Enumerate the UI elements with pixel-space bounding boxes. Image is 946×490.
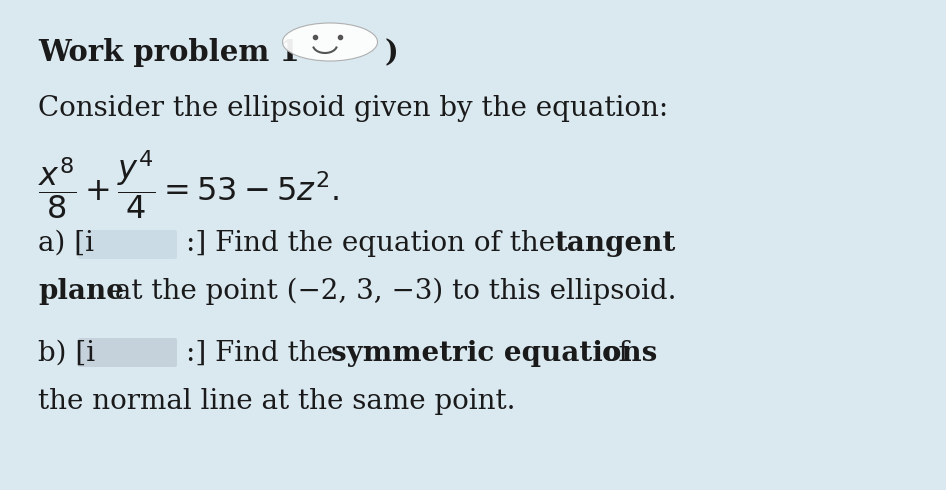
Text: ): ) [385,38,399,67]
Text: at the point (−2, 3, −3) to this ellipsoid.: at the point (−2, 3, −3) to this ellipso… [106,278,676,305]
Text: a) [i: a) [i [38,230,94,257]
FancyBboxPatch shape [78,230,177,259]
Text: of: of [593,340,629,367]
Ellipse shape [283,23,377,61]
Text: plane: plane [38,278,124,305]
Text: the normal line at the same point.: the normal line at the same point. [38,388,516,415]
Text: b) [i: b) [i [38,340,96,367]
Text: tangent: tangent [554,230,675,257]
Text: :] Find the: :] Find the [186,340,342,367]
Text: Consider the ellipsoid given by the equation:: Consider the ellipsoid given by the equa… [38,95,668,122]
Text: Work problem 1: Work problem 1 [38,38,300,67]
FancyBboxPatch shape [78,338,177,367]
Text: symmetric equations: symmetric equations [331,340,657,367]
Text: :] Find the equation of the: :] Find the equation of the [186,230,564,257]
Text: $\dfrac{x^8}{8} + \dfrac{y^4}{4} = 53 - 5z^2.$: $\dfrac{x^8}{8} + \dfrac{y^4}{4} = 53 - … [38,148,339,220]
